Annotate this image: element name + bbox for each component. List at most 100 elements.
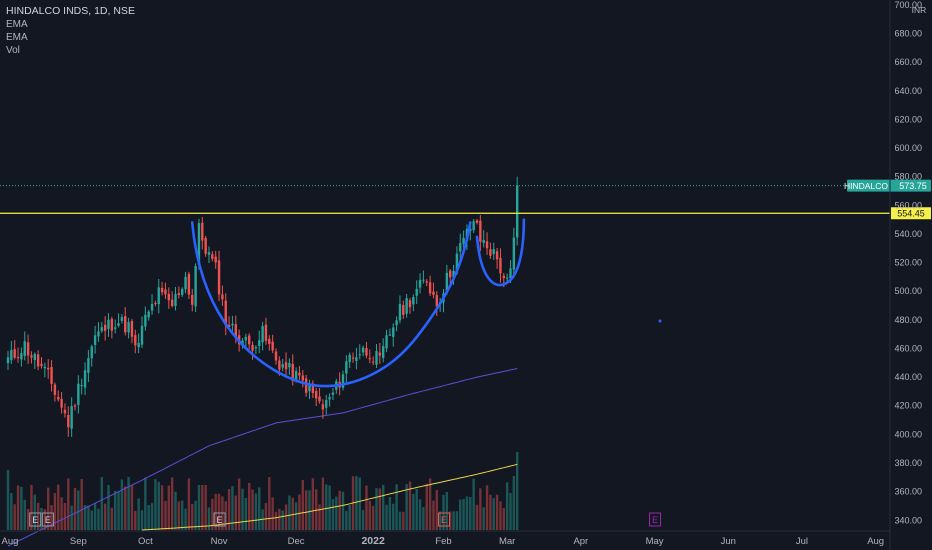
candle-body	[274, 351, 278, 361]
volume-bar	[371, 505, 375, 530]
volume-bar	[211, 498, 214, 530]
volume-bar	[482, 507, 485, 530]
resistance-price-tag[interactable]	[891, 207, 931, 220]
candle-body	[392, 327, 395, 337]
handle-curve	[475, 218, 526, 287]
volume-bar	[234, 495, 237, 530]
candle-body	[482, 239, 485, 243]
candle-body	[57, 396, 60, 400]
candle-body	[244, 336, 248, 341]
candle-body	[499, 257, 502, 274]
candle-body	[194, 266, 197, 307]
candle-body	[405, 298, 408, 314]
price-tick-label: 620.00	[894, 114, 922, 124]
price-tick-label: 340.00	[894, 515, 922, 525]
candle-body	[412, 297, 415, 305]
volume-bar	[291, 497, 294, 530]
candle-body	[395, 320, 398, 326]
volume-bar	[40, 507, 43, 530]
candle-body	[221, 294, 224, 300]
price-tick-label: 560.00	[894, 200, 922, 210]
candle-body	[298, 372, 301, 376]
candle-body	[348, 354, 351, 363]
candle-body	[170, 299, 174, 306]
volume-bar	[459, 499, 462, 530]
candle-body	[294, 370, 298, 381]
price-axis: 700.00 680.00 660.00 640.00 620.00 600.00 580.…	[889, 0, 927, 550]
candle-body	[211, 254, 214, 259]
candle-body	[20, 353, 23, 360]
volume-bar	[170, 477, 174, 530]
volume-bar	[469, 496, 472, 530]
volume-bar	[150, 503, 154, 530]
candle-body	[378, 352, 382, 356]
symbol-title[interactable]: HINDALCO INDS, 1D, NSE	[6, 5, 135, 17]
candle-body	[398, 303, 402, 321]
candle-body	[341, 374, 345, 388]
volume-bar	[489, 494, 492, 530]
candle-body	[103, 324, 107, 331]
volume-bar	[264, 503, 268, 530]
volume-bar	[418, 499, 422, 530]
volume-bar	[16, 485, 20, 530]
candle-body	[415, 288, 418, 296]
volume-bar	[20, 486, 23, 530]
volume-bar	[321, 477, 325, 530]
earnings-marker[interactable]	[438, 512, 450, 527]
volume-bar	[361, 510, 365, 530]
volume-bar	[345, 510, 348, 530]
candle-body	[231, 323, 234, 326]
candle-body	[321, 404, 325, 410]
earnings-marker[interactable]	[649, 512, 662, 527]
candle-body	[422, 279, 425, 281]
volume-bar	[204, 485, 207, 530]
indicator-ema-1[interactable]: EMA	[6, 19, 28, 30]
volume-bar	[10, 492, 13, 530]
candle-body	[33, 353, 36, 361]
candle-body	[516, 185, 519, 238]
candle-body	[73, 405, 77, 407]
candle-body	[459, 243, 462, 252]
earnings-marker[interactable]	[41, 512, 54, 527]
volume-bar	[502, 508, 505, 530]
candle-body	[325, 400, 328, 408]
volume-bar	[127, 476, 130, 530]
candle-body	[6, 357, 10, 364]
candle-body	[140, 325, 144, 345]
volume-bar	[43, 509, 47, 530]
candle-body	[147, 311, 150, 318]
earnings-marker[interactable]	[213, 512, 226, 527]
last-price-tag[interactable]	[847, 179, 931, 192]
currency-label: INR	[912, 5, 927, 15]
volume-bar	[73, 488, 77, 530]
candle-body	[124, 316, 127, 333]
volume-bar	[368, 500, 371, 530]
volume-bar	[231, 486, 234, 530]
candle-body	[214, 256, 217, 263]
earnings-marker[interactable]	[29, 512, 42, 527]
volume-bar	[181, 500, 184, 530]
candle-body	[127, 322, 130, 333]
time-label: Aug	[867, 536, 884, 547]
volume-bar	[187, 478, 191, 530]
volume-bar	[110, 507, 114, 530]
price-tick-label: 440.00	[894, 372, 922, 382]
volume-bar	[472, 478, 475, 530]
volume-bar	[465, 496, 469, 530]
time-label: Jul	[796, 536, 808, 547]
candle-body	[495, 251, 499, 260]
candle-body	[130, 321, 134, 337]
volume-bar	[30, 484, 33, 530]
time-label: Apr	[573, 536, 588, 547]
candle-body	[67, 415, 70, 428]
indicator-volume[interactable]: Vol	[6, 45, 20, 56]
volume-bar	[509, 492, 512, 530]
indicator-ema-2[interactable]: EMA	[6, 32, 28, 43]
volume-bar	[154, 479, 157, 530]
candle-body	[311, 383, 315, 393]
volume-bar	[412, 493, 415, 530]
volume-bar	[358, 477, 361, 530]
candle-body	[150, 304, 154, 311]
